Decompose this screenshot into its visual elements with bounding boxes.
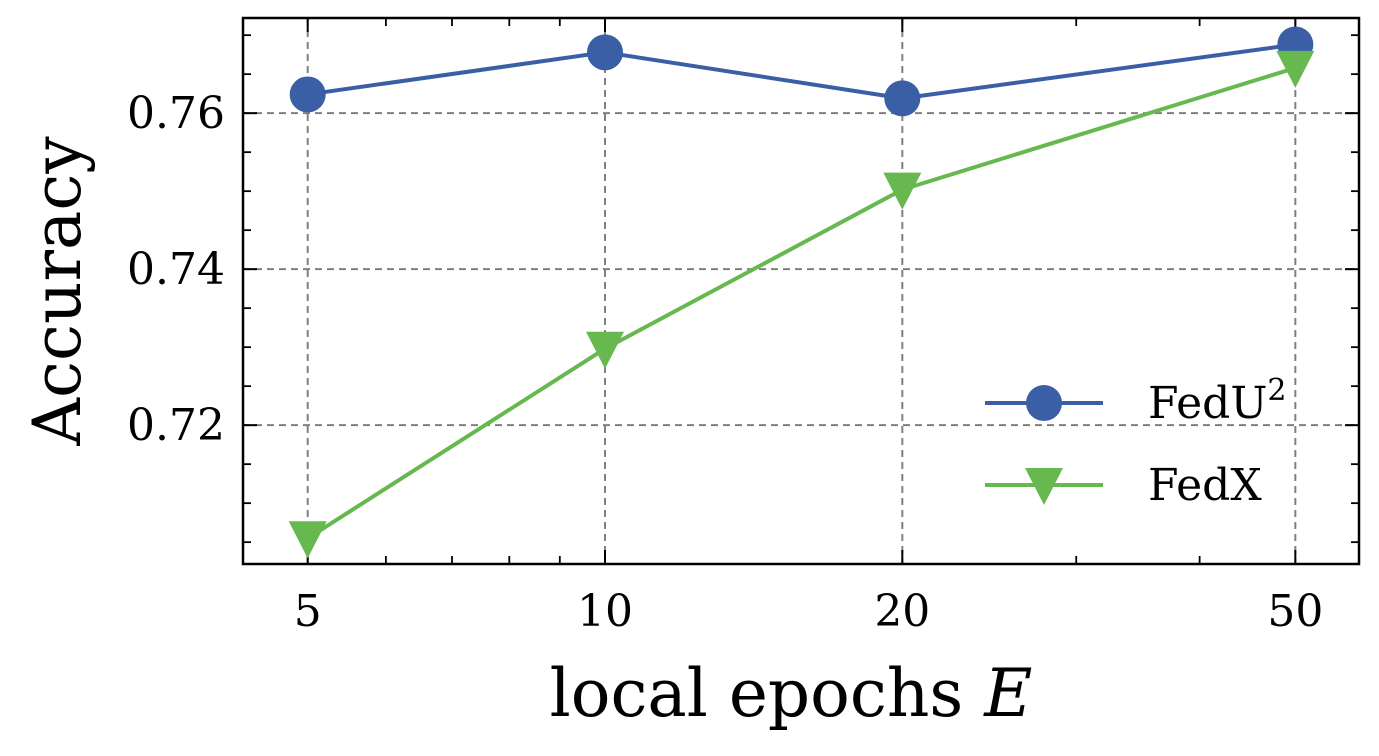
x-tick-label: 20 <box>874 586 930 637</box>
legend-marker <box>1025 468 1063 505</box>
data-point <box>288 521 327 559</box>
tick-labels: 5 10 20 50 0.72 0.74 0.76 <box>127 88 1323 637</box>
series-line <box>306 66 1296 540</box>
data-point <box>884 80 921 117</box>
legend-marker <box>1026 385 1062 421</box>
data-point <box>587 34 624 71</box>
legend-label: FedU2 <box>1148 373 1287 429</box>
legend-item-fedu: FedU2 <box>985 373 1287 429</box>
data-point <box>289 76 326 113</box>
series-line <box>307 42 1296 101</box>
y-tick-label: 0.72 <box>127 400 225 451</box>
series-fedx <box>288 50 1315 559</box>
x-tick-label: 5 <box>294 586 322 637</box>
x-tick-label: 10 <box>577 586 633 637</box>
data-point <box>883 172 922 210</box>
legend-label: FedX <box>1148 460 1262 511</box>
x-axis-title: local epochs E <box>550 655 1033 732</box>
data-point <box>586 331 625 369</box>
y-tick-label: 0.76 <box>127 88 225 139</box>
y-tick-label: 0.74 <box>127 244 225 295</box>
series-layer <box>288 26 1315 559</box>
series-fedu <box>289 26 1314 117</box>
y-axis-title: Accuracy <box>19 136 96 447</box>
data-point <box>1276 50 1315 88</box>
x-tick-label: 50 <box>1267 586 1323 637</box>
legend: FedU2 FedX <box>985 373 1287 511</box>
plot-frame <box>241 16 1361 566</box>
legend-item-fedx: FedX <box>985 460 1262 511</box>
